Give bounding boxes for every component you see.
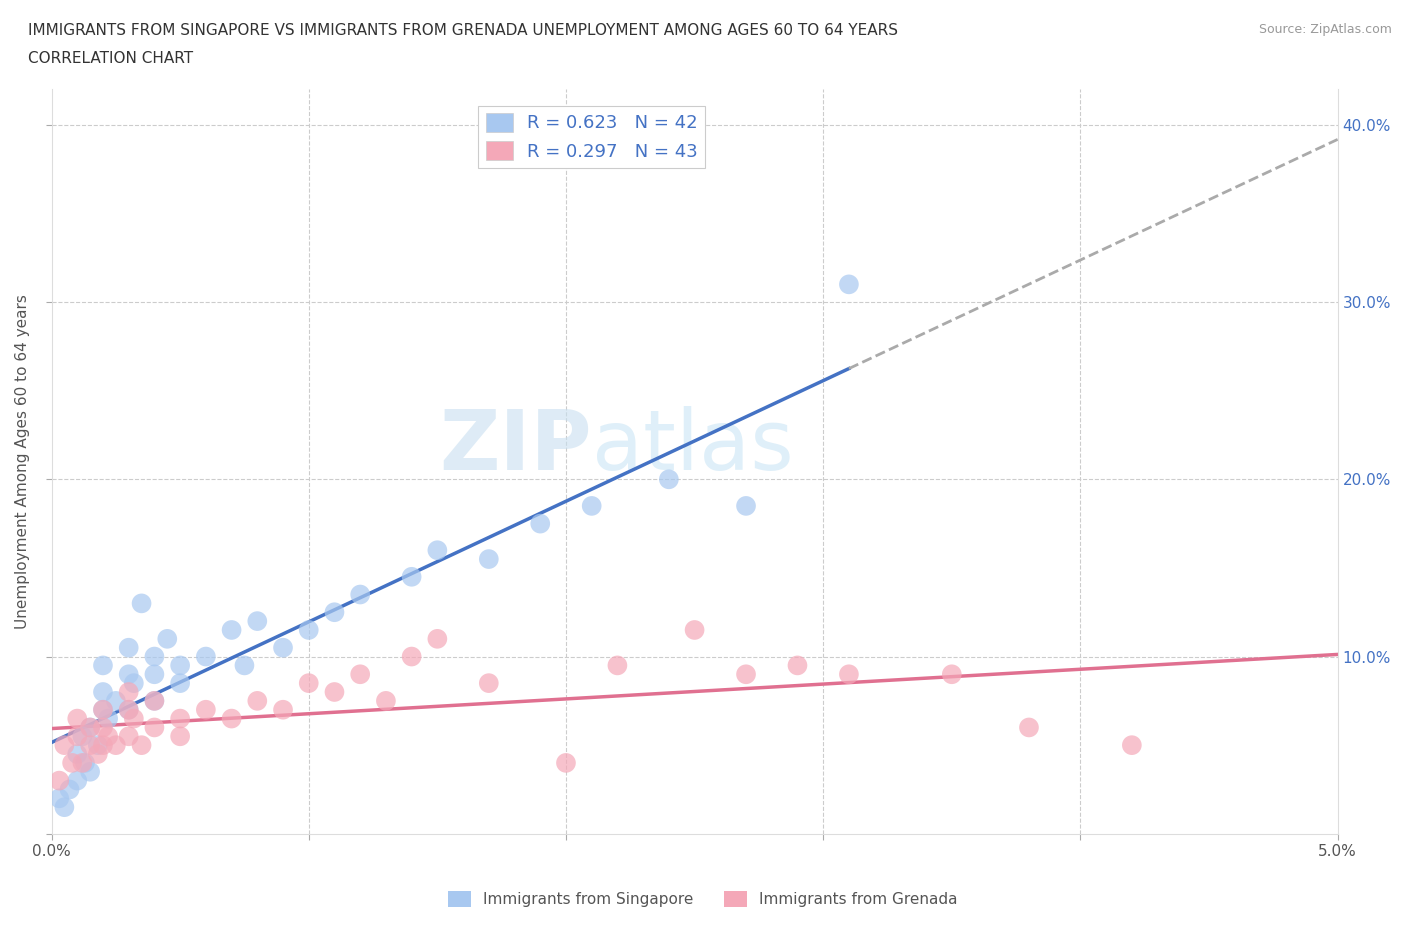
Point xyxy=(529,516,551,531)
Point xyxy=(555,755,578,770)
Point xyxy=(53,737,76,752)
Point xyxy=(87,747,110,762)
Point xyxy=(79,720,101,735)
Point xyxy=(169,711,191,726)
Point xyxy=(271,702,294,717)
Point xyxy=(271,640,294,655)
Text: ZIP: ZIP xyxy=(439,406,592,487)
Point xyxy=(169,729,191,744)
Point xyxy=(426,543,449,558)
Point xyxy=(941,667,963,682)
Point xyxy=(221,711,243,726)
Point xyxy=(323,684,346,699)
Point xyxy=(143,720,166,735)
Point xyxy=(1018,720,1040,735)
Point xyxy=(91,737,114,752)
Point xyxy=(838,667,860,682)
Point xyxy=(91,702,114,717)
Point xyxy=(118,640,141,655)
Point xyxy=(79,737,101,752)
Point xyxy=(118,667,141,682)
Point xyxy=(838,277,860,292)
Point xyxy=(401,649,423,664)
Point xyxy=(53,800,76,815)
Point xyxy=(478,551,501,566)
Point xyxy=(60,755,83,770)
Point xyxy=(169,658,191,672)
Point xyxy=(91,684,114,699)
Point xyxy=(66,711,89,726)
Point xyxy=(73,755,96,770)
Text: CORRELATION CHART: CORRELATION CHART xyxy=(28,51,193,66)
Point xyxy=(118,702,141,717)
Point xyxy=(349,667,371,682)
Point xyxy=(66,729,89,744)
Point xyxy=(91,702,114,717)
Text: Source: ZipAtlas.com: Source: ZipAtlas.com xyxy=(1258,23,1392,36)
Legend: R = 0.623   N = 42, R = 0.297   N = 43: R = 0.623 N = 42, R = 0.297 N = 43 xyxy=(478,106,704,168)
Point xyxy=(97,729,120,744)
Point xyxy=(401,569,423,584)
Point xyxy=(298,622,321,637)
Point xyxy=(48,790,70,805)
Point xyxy=(233,658,256,672)
Point xyxy=(122,711,145,726)
Point xyxy=(48,773,70,788)
Point xyxy=(735,498,758,513)
Point xyxy=(79,720,101,735)
Point xyxy=(131,596,153,611)
Point xyxy=(91,658,114,672)
Point xyxy=(606,658,628,672)
Point xyxy=(786,658,808,672)
Point xyxy=(72,755,94,770)
Point xyxy=(143,667,166,682)
Point xyxy=(122,676,145,691)
Text: atlas: atlas xyxy=(592,406,793,487)
Point xyxy=(478,676,501,691)
Point xyxy=(131,737,153,752)
Point xyxy=(194,702,217,717)
Point xyxy=(143,694,166,709)
Legend: Immigrants from Singapore, Immigrants from Grenada: Immigrants from Singapore, Immigrants fr… xyxy=(441,884,965,913)
Point xyxy=(581,498,603,513)
Point xyxy=(246,614,269,629)
Point xyxy=(143,694,166,709)
Point xyxy=(66,747,89,762)
Point xyxy=(349,587,371,602)
Y-axis label: Unemployment Among Ages 60 to 64 years: Unemployment Among Ages 60 to 64 years xyxy=(15,294,30,629)
Text: IMMIGRANTS FROM SINGAPORE VS IMMIGRANTS FROM GRENADA UNEMPLOYMENT AMONG AGES 60 : IMMIGRANTS FROM SINGAPORE VS IMMIGRANTS … xyxy=(28,23,898,38)
Point xyxy=(246,694,269,709)
Point xyxy=(735,667,758,682)
Point xyxy=(194,649,217,664)
Point xyxy=(72,729,94,744)
Point xyxy=(58,782,80,797)
Point xyxy=(104,737,127,752)
Point xyxy=(87,737,110,752)
Point xyxy=(658,472,681,486)
Point xyxy=(97,711,120,726)
Point xyxy=(426,631,449,646)
Point xyxy=(323,604,346,619)
Point xyxy=(169,676,191,691)
Point xyxy=(91,720,114,735)
Point xyxy=(79,764,101,779)
Point xyxy=(156,631,179,646)
Point xyxy=(683,622,706,637)
Point xyxy=(374,694,396,709)
Point xyxy=(118,702,141,717)
Point xyxy=(118,729,141,744)
Point xyxy=(221,622,243,637)
Point xyxy=(66,773,89,788)
Point xyxy=(1121,737,1143,752)
Point xyxy=(118,684,141,699)
Point xyxy=(298,676,321,691)
Point xyxy=(143,649,166,664)
Point xyxy=(104,694,127,709)
